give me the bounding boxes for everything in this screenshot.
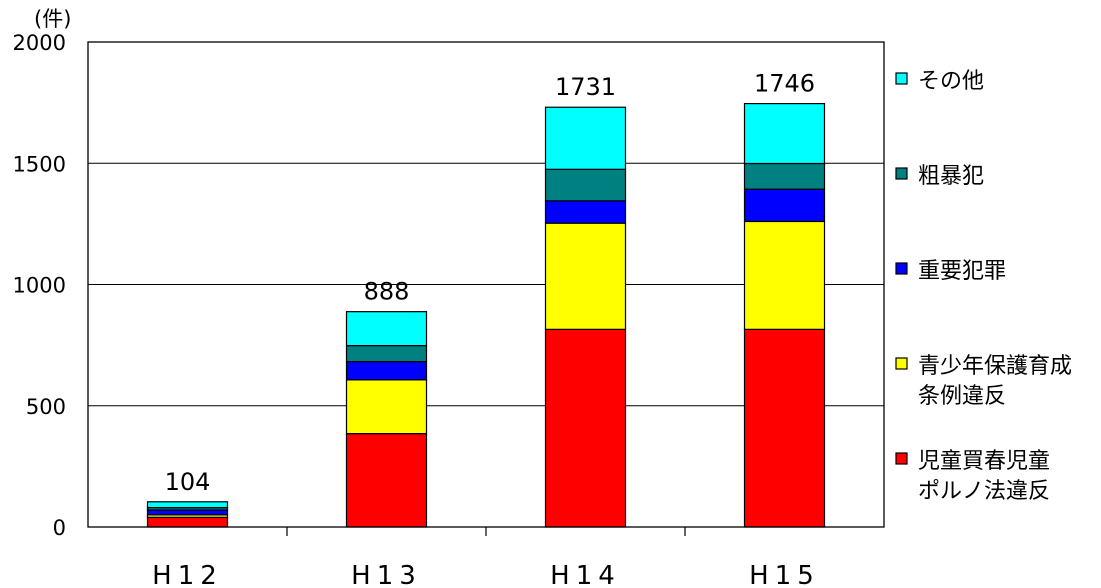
labels: 0 500 1000 1500 2000(件) 104 H12 888 H13 1731 H14 17… [13, 7, 820, 588]
legend-label: ポルノ法違反 [918, 479, 1050, 504]
y-tick-label: 0 [53, 516, 66, 540]
x-category-label: H13 [351, 561, 422, 588]
y-tick-label: 1500 [13, 152, 66, 176]
legend-label: 重要犯罪 [918, 259, 1006, 284]
bar-segment [544, 200, 627, 224]
y-tick-label: 1000 [13, 274, 66, 298]
y-tick-label: 500 [26, 395, 66, 419]
bar-segment [544, 328, 627, 528]
bar-total-label: 888 [364, 278, 410, 306]
bar-segment [146, 516, 229, 528]
bar-segment [544, 222, 627, 330]
legend-label: 条例違反 [918, 384, 1006, 409]
bar-total-label: 1731 [555, 73, 616, 101]
legend-label: その他 [918, 69, 984, 94]
y-tick-label: 2000 [13, 31, 66, 55]
x-category-label: H14 [550, 561, 621, 588]
y-unit-label: (件) [34, 7, 71, 31]
legend-swatch [895, 72, 908, 85]
bar-segment [743, 162, 826, 190]
bar-segment [743, 328, 826, 528]
bar-segment [345, 311, 428, 347]
bar-segment [544, 106, 627, 170]
legend-label: 児童買春児童 [918, 449, 1050, 474]
bar-segment [146, 509, 229, 516]
bar-segment [345, 379, 428, 435]
x-category-label: H15 [749, 561, 820, 588]
legend-swatch [895, 262, 908, 275]
bar-total-label: 104 [165, 468, 211, 496]
bar-segment [743, 220, 826, 330]
legend-swatch [895, 452, 908, 465]
axes [87, 41, 885, 536]
legend-swatch [895, 357, 908, 370]
legend-label: 青少年保護育成 [918, 354, 1072, 379]
legend-swatch [895, 167, 908, 180]
bar-segment [544, 168, 627, 202]
bar-segment [345, 345, 428, 363]
bar-segment [345, 361, 428, 381]
bar-segment [146, 501, 229, 509]
bar-segment [743, 188, 826, 223]
bar-segment [743, 102, 826, 165]
legend-label: 粗暴犯 [918, 164, 984, 189]
bar-total-label: 1746 [754, 70, 815, 98]
bar-segment [345, 433, 428, 528]
bars [146, 102, 826, 528]
x-category-label: H12 [152, 561, 223, 588]
